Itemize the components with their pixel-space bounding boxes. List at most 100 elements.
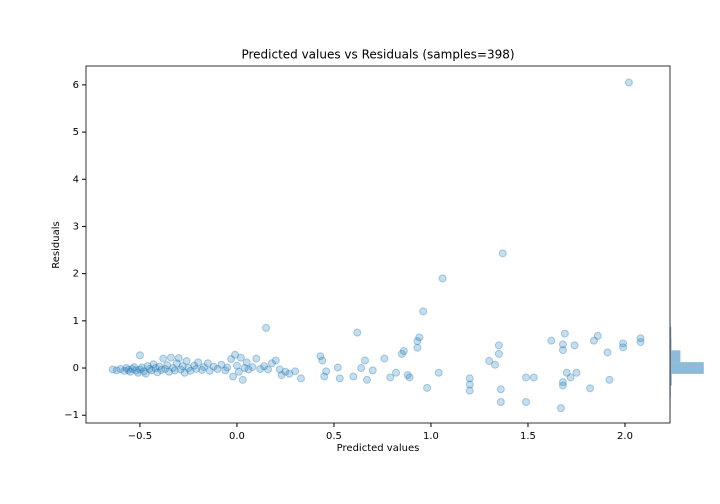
point xyxy=(296,374,305,383)
point xyxy=(368,366,377,375)
point xyxy=(423,383,432,392)
point xyxy=(139,367,148,376)
point xyxy=(353,328,362,337)
point xyxy=(149,360,158,369)
point xyxy=(159,354,168,363)
point xyxy=(180,368,189,377)
point xyxy=(403,371,412,380)
y-tick-label: 5 xyxy=(73,127,79,138)
point xyxy=(271,356,280,365)
point xyxy=(190,361,199,370)
point xyxy=(120,366,129,375)
point xyxy=(465,380,474,389)
point xyxy=(178,362,187,371)
point xyxy=(349,372,358,381)
point xyxy=(413,343,422,352)
point xyxy=(172,359,181,368)
hist-bar xyxy=(670,362,704,374)
point xyxy=(248,363,257,372)
point xyxy=(205,366,214,375)
point xyxy=(213,364,222,373)
point xyxy=(240,364,249,373)
point xyxy=(529,373,538,382)
point xyxy=(234,367,243,376)
point xyxy=(147,366,156,375)
x-tick-label: 1.0 xyxy=(423,431,439,442)
point xyxy=(163,361,172,370)
point xyxy=(316,352,325,361)
point xyxy=(122,364,131,373)
point xyxy=(438,274,447,283)
point xyxy=(153,368,162,377)
y-tick-label: 2 xyxy=(73,269,79,280)
x-tick-label: 2.0 xyxy=(617,431,633,442)
point xyxy=(619,343,628,352)
point xyxy=(198,365,207,374)
point xyxy=(124,365,133,374)
point xyxy=(143,362,152,371)
point xyxy=(157,365,166,374)
point xyxy=(522,398,531,406)
point xyxy=(397,349,406,358)
point xyxy=(277,371,286,380)
point xyxy=(494,349,503,358)
chart-title: Predicted values vs Residuals (samples=3… xyxy=(241,48,514,62)
x-tick-label: 0.0 xyxy=(229,431,245,442)
point xyxy=(209,362,218,371)
point xyxy=(281,367,290,376)
point xyxy=(318,356,327,365)
point xyxy=(320,372,329,381)
point xyxy=(256,364,265,373)
point xyxy=(108,365,117,374)
histogram xyxy=(670,326,704,410)
point xyxy=(285,369,294,378)
point xyxy=(558,381,567,390)
point xyxy=(572,368,581,377)
point xyxy=(465,386,474,395)
point xyxy=(217,360,226,369)
point xyxy=(619,339,628,348)
point xyxy=(386,373,395,382)
y-tick-label: 4 xyxy=(73,174,79,185)
hist-bar xyxy=(670,350,681,363)
y-tick-label: 3 xyxy=(73,221,79,232)
point xyxy=(562,368,571,377)
point xyxy=(252,354,261,363)
point xyxy=(636,338,645,347)
hist-bar xyxy=(670,326,672,339)
point xyxy=(624,78,633,87)
point xyxy=(263,365,272,374)
y-tick-label: 0 xyxy=(73,363,79,374)
point xyxy=(419,307,428,316)
x-axis-label: Predicted values xyxy=(337,443,420,454)
point xyxy=(434,368,443,377)
point xyxy=(496,385,505,394)
point xyxy=(176,365,185,374)
point xyxy=(335,374,344,383)
point xyxy=(238,375,247,384)
point xyxy=(231,350,240,359)
point xyxy=(361,356,370,365)
point xyxy=(392,368,401,377)
point xyxy=(174,354,183,363)
point xyxy=(399,347,408,356)
point xyxy=(145,364,154,373)
point xyxy=(603,348,612,357)
point xyxy=(242,358,251,367)
point xyxy=(322,367,331,376)
x-tick-label: 1.5 xyxy=(520,431,536,442)
point xyxy=(586,384,595,393)
point xyxy=(168,364,177,373)
point xyxy=(166,353,175,362)
point xyxy=(203,359,212,368)
y-axis-label: Residuals xyxy=(51,221,62,268)
point xyxy=(232,361,241,370)
point xyxy=(357,364,366,373)
point xyxy=(184,364,193,373)
point xyxy=(570,341,579,350)
point xyxy=(141,369,150,378)
point xyxy=(133,368,142,377)
point xyxy=(199,363,208,372)
x-tick-label: −0.5 xyxy=(128,431,152,442)
point xyxy=(244,365,253,374)
